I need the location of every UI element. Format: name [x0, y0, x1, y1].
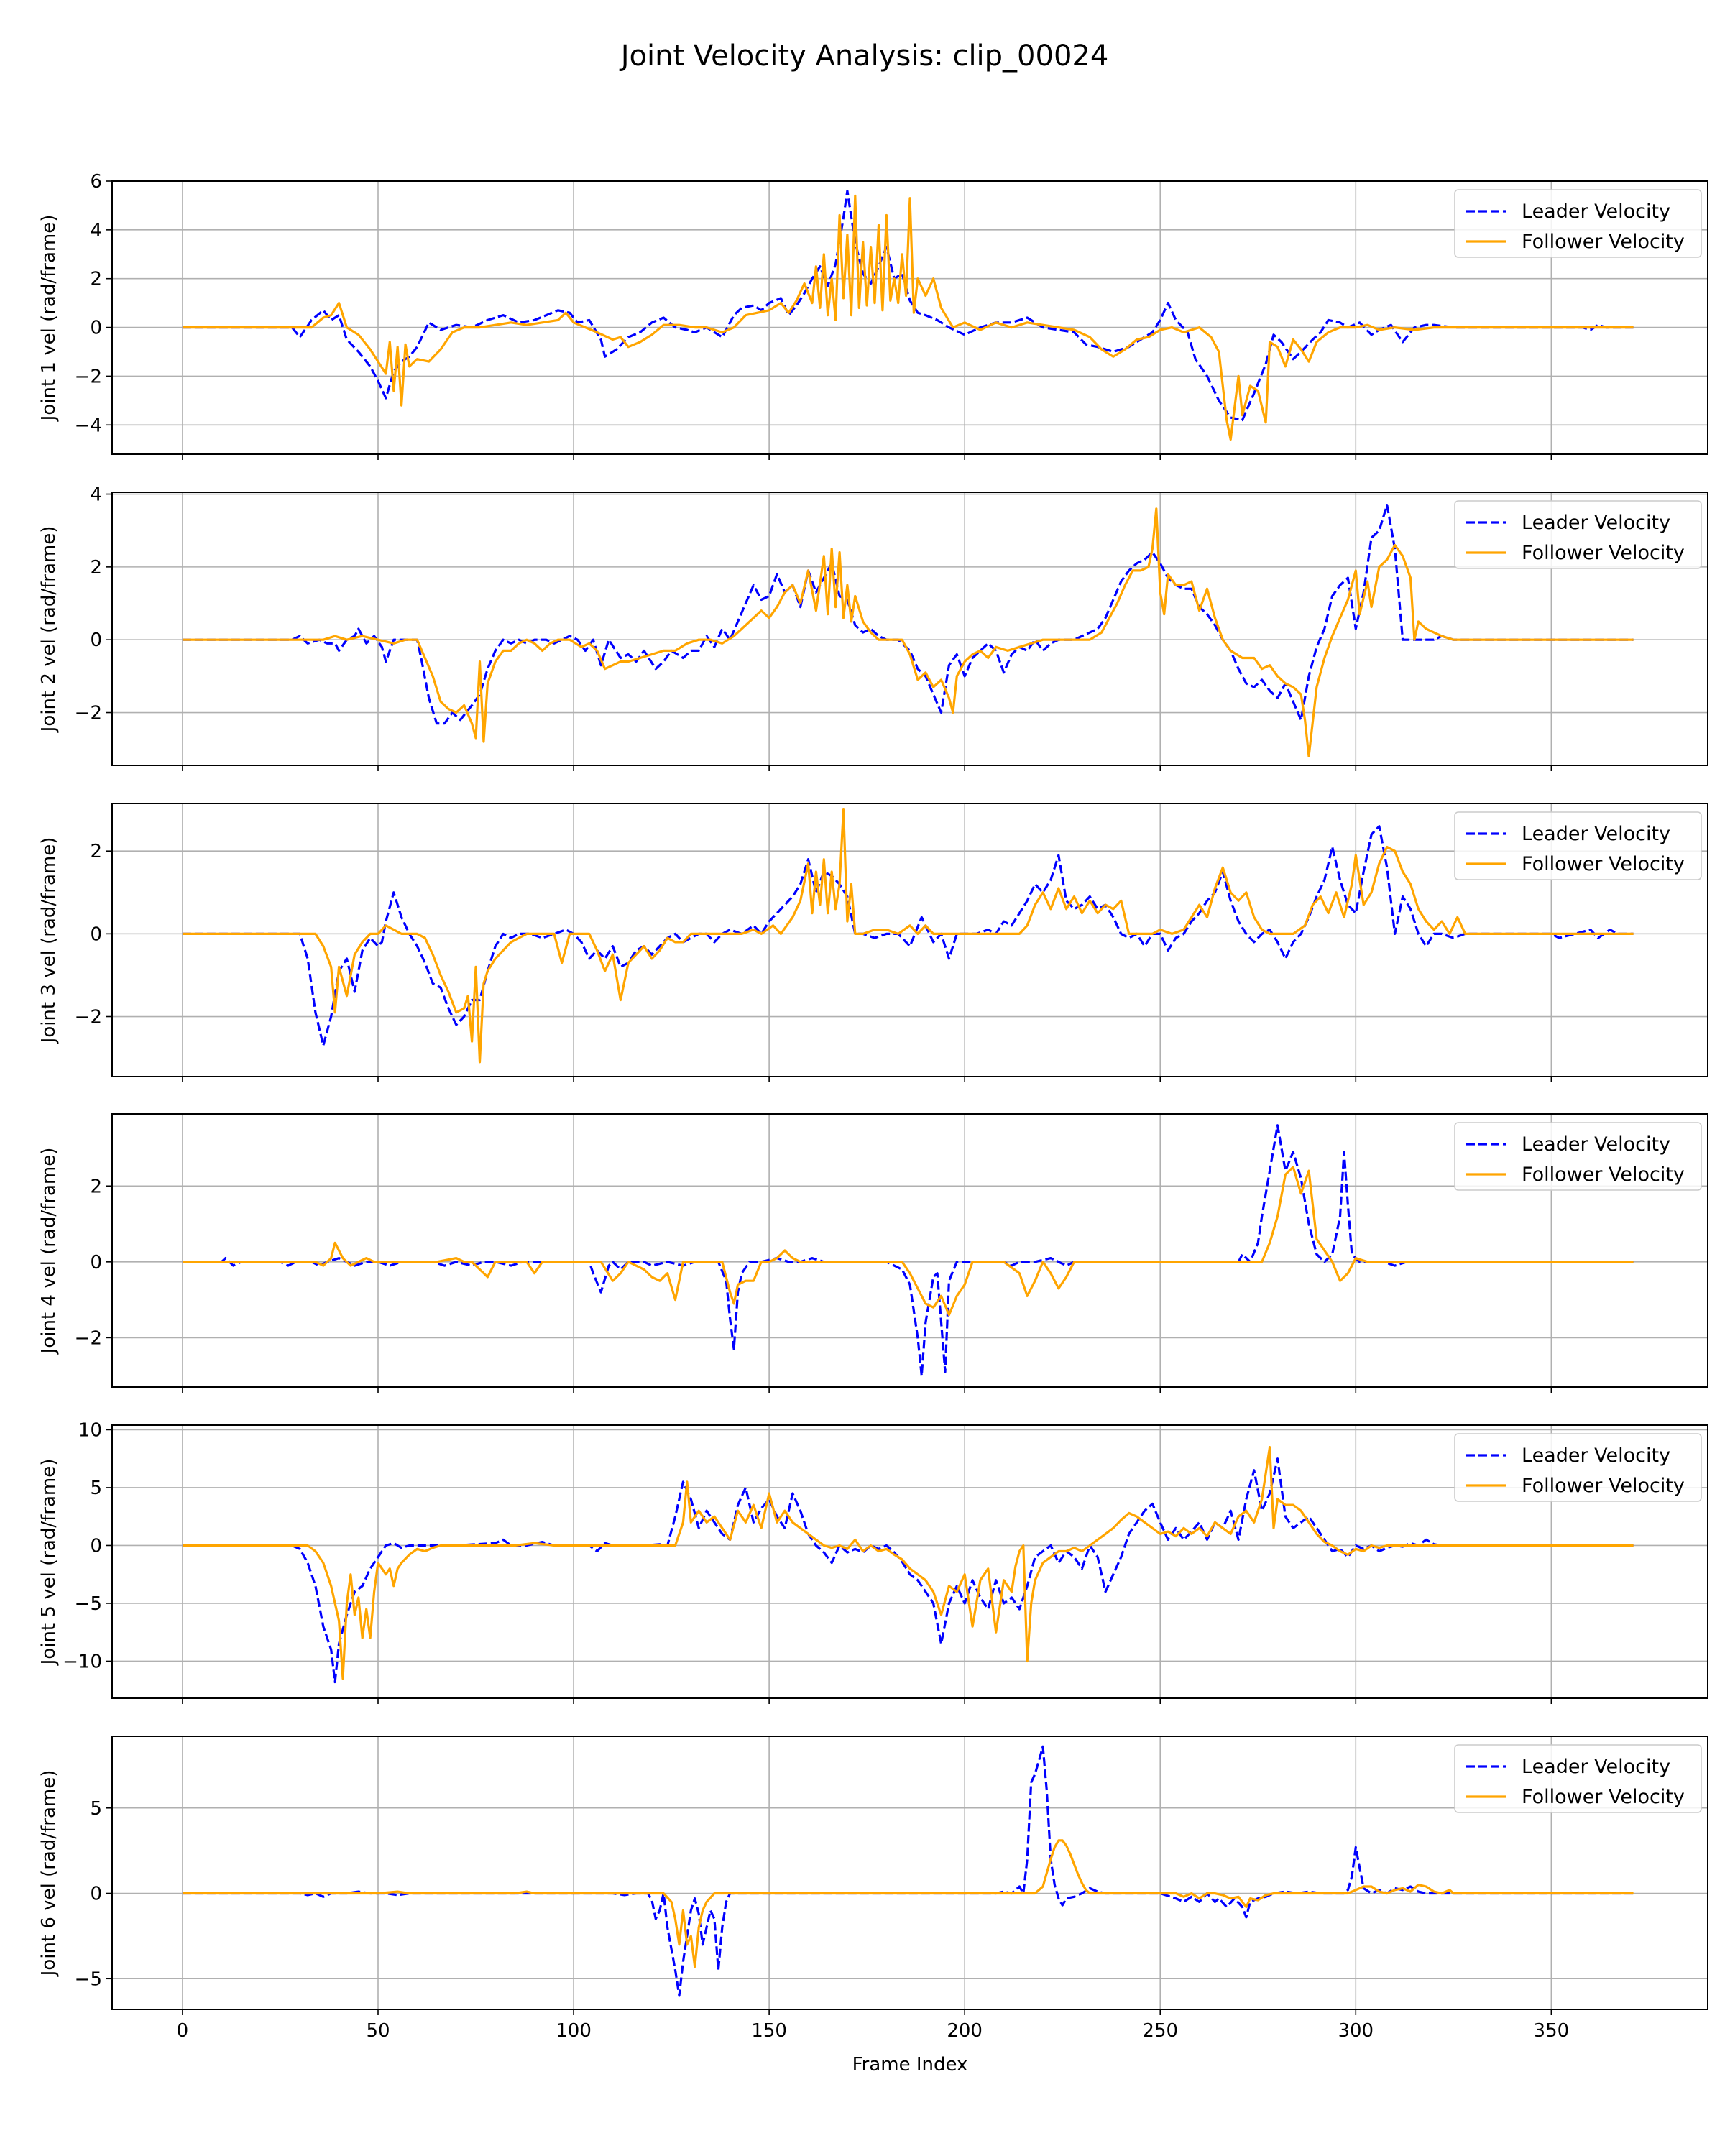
y-axis-label: Joint 5 vel (rad/frame) [38, 1459, 60, 1667]
data-lines [182, 808, 1634, 1064]
x-tick-label: 200 [947, 2020, 983, 2042]
figure-title: Joint Velocity Analysis: clip_00024 [619, 40, 1109, 73]
legend: Leader Velocity Follower Velocity [1454, 811, 1702, 880]
y-tick-label: −2 [75, 1007, 102, 1028]
data-lines [182, 190, 1634, 441]
legend-box [1454, 1744, 1702, 1813]
y-axis-label: Joint 2 vel (rad/frame) [38, 526, 60, 734]
x-tick-label: 50 [366, 2020, 390, 2042]
y-tick-label: 2 [90, 557, 102, 579]
y-tick-label: −5 [75, 1968, 102, 1990]
y-tick-label: −10 [63, 1651, 102, 1672]
axes-frame [111, 1736, 1708, 2010]
y-tick-label: 2 [90, 841, 102, 862]
subplot-2: −2 0 2 4 Joint 2 vel (rad/frame) Leader Veloc… [38, 484, 1708, 771]
y-axis-label: Joint 3 vel (rad/frame) [38, 837, 60, 1045]
x-tick-label: 100 [556, 2020, 592, 2042]
data-lines [182, 1745, 1634, 1997]
y-tick-label: 0 [90, 923, 102, 945]
y-tick-label: 6 [90, 171, 102, 193]
subplot-4: −2 0 2 Joint 4 vel (rad/frame) Leader Veloci… [38, 1113, 1708, 1393]
legend-label: Leader Velocity [1522, 512, 1670, 534]
axes-frame [111, 492, 1708, 766]
legend-label: Leader Velocity [1522, 823, 1670, 845]
y-tick-label: 2 [90, 1176, 102, 1197]
legend-box [1454, 189, 1702, 258]
legend-box [1454, 500, 1702, 569]
subplot-1: −4 −2 0 2 4 6 Joint 1 vel (rad/frame) Leader Ve… [38, 171, 1708, 460]
legend-label: Leader Velocity [1522, 1133, 1670, 1156]
follower-velocity-line [182, 507, 1634, 757]
data-lines [182, 1445, 1634, 1684]
y-tick-label: 0 [90, 1884, 102, 1905]
subplot-6: 0 50 100 150 200 250 300 350 −5 0 5 Joint 6 vel (ra… [38, 1736, 1708, 2042]
subplots: −4 −2 0 2 4 6 Joint 1 vel (rad/frame) Leader Ve… [38, 171, 1708, 2042]
y-axis-label: Joint 1 vel (rad/frame) [38, 215, 60, 423]
legend-label: Leader Velocity [1522, 1756, 1670, 1778]
y-axis-label: Joint 6 vel (rad/frame) [38, 1770, 60, 1978]
legend-label: Follower Velocity [1522, 1164, 1685, 1186]
y-tick-label: 4 [90, 220, 102, 241]
axes-frame [111, 803, 1708, 1077]
y-tick-label: 4 [90, 484, 102, 506]
legend-label: Leader Velocity [1522, 201, 1670, 223]
x-tick-label: 300 [1338, 2020, 1374, 2042]
leader-velocity-line [182, 504, 1634, 725]
y-tick-label: 10 [78, 1419, 102, 1441]
leader-velocity-line [182, 1457, 1634, 1684]
y-tick-label: −2 [75, 1327, 102, 1349]
y-tick-label: 2 [90, 269, 102, 290]
y-tick-label: 0 [90, 630, 102, 651]
y-tick-label: 0 [90, 318, 102, 339]
legend: Leader Velocity Follower Velocity [1454, 1122, 1702, 1191]
subplot-3: −2 0 2 Joint 3 vel (rad/frame) Leader Veloci… [38, 803, 1708, 1082]
legend: Leader Velocity Follower Velocity [1454, 1433, 1702, 1502]
legend-label: Leader Velocity [1522, 1445, 1670, 1467]
y-tick-label: 0 [90, 1535, 102, 1557]
legend-label: Follower Velocity [1522, 1475, 1685, 1497]
legend-box [1454, 811, 1702, 880]
axes-frame [111, 1113, 1708, 1388]
y-tick-label: 5 [90, 1798, 102, 1820]
legend-box [1454, 1433, 1702, 1502]
follower-velocity-line [182, 1445, 1634, 1680]
legend-label: Follower Velocity [1522, 231, 1685, 253]
follower-velocity-line [182, 194, 1634, 441]
legend: Leader Velocity Follower Velocity [1454, 1744, 1702, 1813]
x-tick-label: 150 [751, 2020, 787, 2042]
x-axis-label: Frame Index [852, 2054, 968, 2076]
leader-velocity-line [182, 190, 1634, 422]
follower-velocity-line [182, 808, 1634, 1064]
legend-label: Follower Velocity [1522, 853, 1685, 875]
legend-label: Follower Velocity [1522, 542, 1685, 564]
legend: Leader Velocity Follower Velocity [1454, 500, 1702, 569]
follower-velocity-line [182, 1166, 1634, 1317]
y-tick-label: 0 [90, 1252, 102, 1273]
y-tick-label: 5 [90, 1478, 102, 1499]
legend-box [1454, 1122, 1702, 1191]
data-lines [182, 1124, 1634, 1377]
y-tick-label: −4 [75, 415, 102, 436]
x-tick-label: 250 [1142, 2020, 1178, 2042]
y-axis-label: Joint 4 vel (rad/frame) [38, 1148, 60, 1355]
legend-label: Follower Velocity [1522, 1786, 1685, 1808]
data-lines [182, 504, 1634, 757]
x-tick-label: 350 [1534, 2020, 1570, 2042]
legend: Leader Velocity Follower Velocity [1454, 189, 1702, 258]
x-tick-label: 0 [177, 2020, 189, 2042]
subplot-5: −10 −5 0 5 10 Joint 5 vel (rad/frame) Leader V… [38, 1419, 1708, 1704]
axes-frame [111, 180, 1708, 455]
follower-velocity-line [182, 1839, 1634, 1968]
y-tick-label: −5 [75, 1593, 102, 1615]
y-tick-label: −2 [75, 366, 102, 387]
y-tick-label: −2 [75, 703, 102, 724]
axes-frame [111, 1424, 1708, 1699]
